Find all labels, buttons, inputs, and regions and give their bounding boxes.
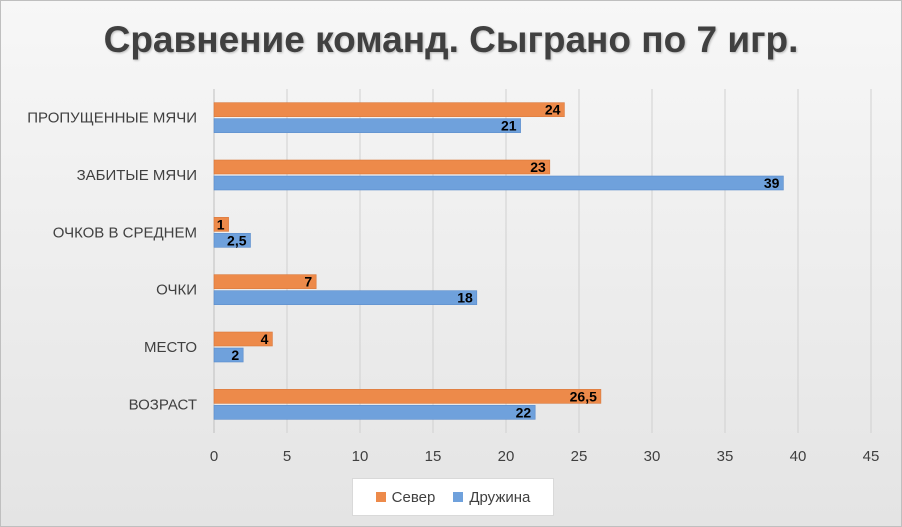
chart-legend: Север Дружина (352, 478, 554, 516)
bar-sever (213, 159, 551, 175)
bar-sever (213, 217, 229, 232)
bar-druzhina (213, 347, 244, 363)
legend-item-sever: Север (375, 488, 436, 506)
bar-druzhina (213, 405, 536, 420)
data-label: 22 (516, 404, 532, 420)
category-label: ПРОПУЩЕННЫЕ МЯЧИ (27, 110, 197, 127)
bar-sever (213, 274, 317, 289)
data-label: 26,5 (570, 388, 597, 404)
category-label: ОЧКИ (156, 282, 197, 299)
data-label: 18 (457, 290, 473, 306)
x-tick-label: 25 (571, 448, 588, 465)
legend-swatch-sever (375, 492, 386, 502)
legend-swatch-druzhina (453, 492, 464, 502)
x-tick-label: 5 (283, 448, 291, 465)
chart-title: Сравнение команд. Сыграно по 7 игр. (103, 19, 799, 60)
data-label: 7 (304, 274, 312, 290)
data-label: 21 (501, 118, 517, 134)
data-label: 24 (545, 102, 561, 118)
category-label: ВОЗРАСТ (129, 396, 197, 413)
bar-sever (213, 102, 565, 117)
x-tick-label: 20 (498, 448, 515, 465)
x-tick-label: 15 (425, 448, 442, 465)
bar-druzhina (213, 175, 784, 191)
x-tick-label: 0 (210, 448, 218, 465)
category-label: ЗАБИТЫЕ МЯЧИ (77, 167, 197, 184)
data-label: 4 (261, 331, 269, 347)
legend-label-sever: Север (391, 488, 436, 506)
category-label: МЕСТО (144, 339, 197, 356)
bar-druzhina (213, 118, 521, 133)
legend-label-druzhina: Дружина (469, 488, 531, 506)
bar-sever (213, 331, 273, 347)
x-tick-label: 40 (790, 448, 807, 465)
bar-druzhina (213, 233, 251, 248)
legend-item-druzhina: Дружина (453, 489, 530, 506)
bar-druzhina (213, 290, 478, 305)
x-tick-label: 30 (644, 448, 661, 465)
x-tick-label: 35 (717, 448, 734, 465)
bar-sever (213, 389, 602, 404)
data-label: 2 (231, 347, 239, 363)
data-label: 2,5 (227, 232, 247, 248)
data-label: 1 (217, 216, 225, 232)
x-tick-label: 10 (352, 448, 369, 465)
data-label: 23 (530, 159, 546, 175)
category-label: ОЧКОВ В СРЕДНЕМ (53, 224, 197, 241)
x-tick-label: 45 (863, 448, 880, 465)
data-label: 39 (764, 175, 780, 191)
